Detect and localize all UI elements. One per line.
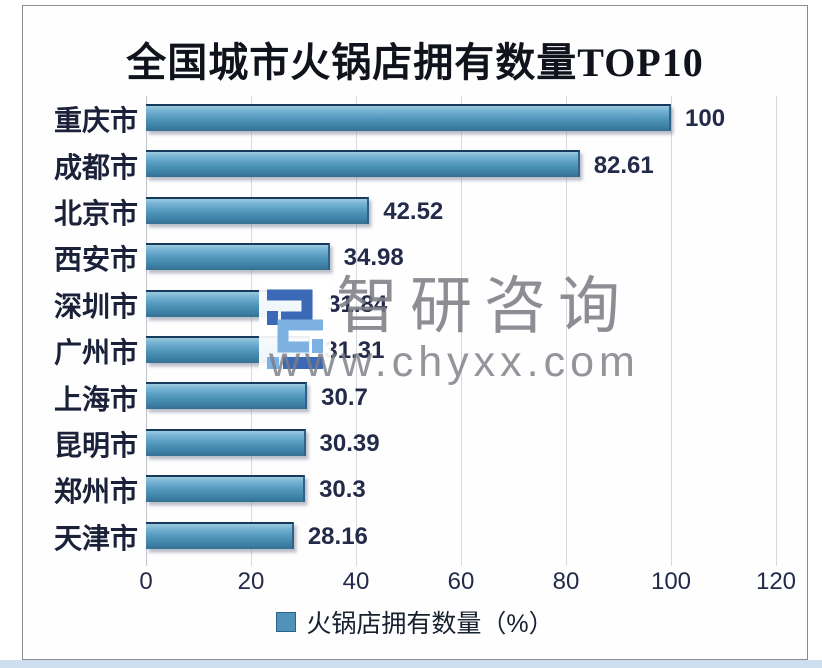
x-tick-label: 60: [447, 568, 475, 595]
gridline-60: [461, 96, 462, 566]
x-tick-label: 20: [237, 568, 265, 595]
value-label: 31.84: [327, 290, 388, 318]
bar: [146, 521, 294, 549]
page-bottom-strip: [0, 660, 822, 668]
gridline-100: [671, 96, 672, 566]
bar-row: 郑州市 30.3: [23, 467, 776, 513]
category-label: 西安市: [53, 244, 138, 276]
bar-track: 31.84: [146, 282, 776, 328]
gridline-20: [251, 96, 252, 566]
legend: 火锅店拥有数量（%）: [23, 604, 807, 640]
legend-label: 火锅店拥有数量（%）: [306, 610, 554, 638]
value-label: 34.98: [343, 244, 404, 272]
category-label: 天津市: [53, 522, 138, 554]
bar-row: 重庆市 100: [23, 96, 776, 142]
bar: [146, 475, 306, 503]
legend-swatch: [276, 612, 297, 632]
value-label: 82.61: [593, 151, 654, 179]
bar-rows: 重庆市 100 成都市 82.61 北京市 42.52 西安市 34.98 深圳市 31.84 广州…: [23, 96, 776, 560]
category-label: 重庆市: [53, 105, 138, 137]
category-label: 广州市: [53, 337, 138, 369]
x-axis: 0 20 40 60 80 100 120: [139, 568, 796, 598]
category-label: 上海市: [53, 383, 138, 415]
bar-row: 昆明市 30.39: [23, 421, 776, 467]
bar: [146, 150, 580, 178]
bar: [146, 335, 311, 363]
bar-track: 30.7: [146, 374, 776, 420]
x-tick-label: 0: [139, 568, 153, 595]
category-label: 成都市: [53, 151, 138, 183]
bar-row: 广州市 31.31: [23, 328, 776, 374]
bar-track: 30.39: [146, 421, 776, 467]
category-label: 北京市: [53, 197, 138, 229]
bar-track: 34.98: [146, 235, 776, 281]
bar-track: 28.16: [146, 514, 776, 560]
bar-row: 成都市 82.61: [23, 142, 776, 188]
value-label: 100: [685, 105, 726, 133]
value-label: 30.7: [321, 383, 368, 411]
bar-row: 天津市 28.16: [23, 514, 776, 560]
bar-track: 31.31: [146, 328, 776, 374]
bar-row: 西安市 34.98: [23, 235, 776, 281]
bar-track: 42.52: [146, 189, 776, 235]
bar-track: 100: [146, 96, 776, 142]
plot-area: [146, 96, 777, 566]
value-label: 31.31: [324, 337, 385, 365]
x-tick-label: 100: [650, 568, 692, 595]
bar: [146, 289, 314, 317]
category-label: 深圳市: [53, 290, 138, 322]
bar-row: 上海市 30.7: [23, 374, 776, 420]
gridline-40: [356, 96, 357, 566]
value-label: 30.3: [319, 476, 366, 504]
bar-track: 82.61: [146, 142, 776, 188]
category-label: 昆明市: [53, 429, 138, 461]
bar: [146, 243, 330, 271]
value-label: 42.52: [383, 197, 444, 225]
bar-row: 深圳市 31.84: [23, 282, 776, 328]
value-label: 28.16: [307, 522, 368, 550]
gridline-0: [146, 96, 147, 566]
x-tick-label: 80: [552, 568, 580, 595]
bar: [146, 196, 370, 224]
bar: [146, 382, 308, 410]
gridline-80: [566, 96, 567, 566]
bar-row: 北京市 42.52: [23, 189, 776, 235]
chart-frame: 全国城市火锅店拥有数量TOP10 重庆市 100 成都市 82.61 北京市 42.52 西…: [22, 5, 808, 660]
bar: [146, 104, 671, 131]
x-tick-label: 120: [755, 568, 797, 595]
gridline-120: [776, 96, 777, 566]
chart-title: 全国城市火锅店拥有数量TOP10: [126, 40, 704, 85]
x-tick-label: 40: [342, 568, 370, 595]
bar-track: 30.3: [146, 467, 776, 513]
bar: [146, 428, 306, 456]
category-label: 郑州市: [53, 476, 138, 508]
value-label: 30.39: [319, 429, 380, 457]
